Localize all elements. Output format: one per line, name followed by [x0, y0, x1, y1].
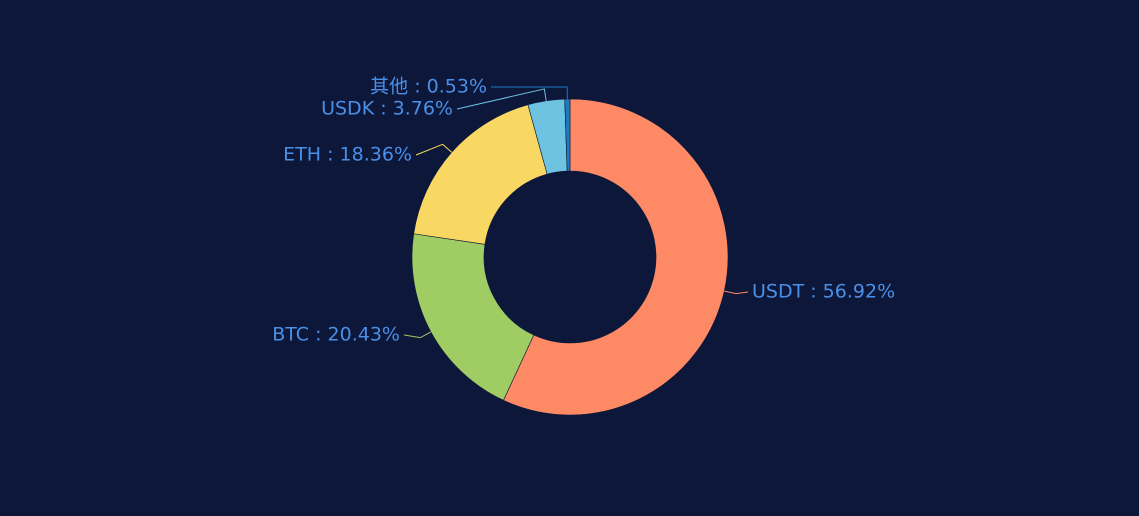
- slice-label: BTC : 20.43%: [272, 324, 400, 346]
- slice: [411, 233, 535, 401]
- slice-label: USDT : 56.92%: [752, 281, 895, 303]
- leader-line: [403, 331, 432, 339]
- slice: [413, 104, 548, 245]
- slice: [564, 98, 571, 172]
- leader-line: [724, 290, 749, 295]
- leader-line: [456, 88, 547, 110]
- slice: [503, 98, 729, 416]
- slice-label: ETH : 18.36%: [283, 144, 412, 166]
- leader-line: [490, 86, 568, 100]
- leader-line: [415, 143, 453, 156]
- slice-label: USDK : 3.76%: [321, 98, 453, 120]
- slice-label: 其他 : 0.53%: [370, 76, 487, 98]
